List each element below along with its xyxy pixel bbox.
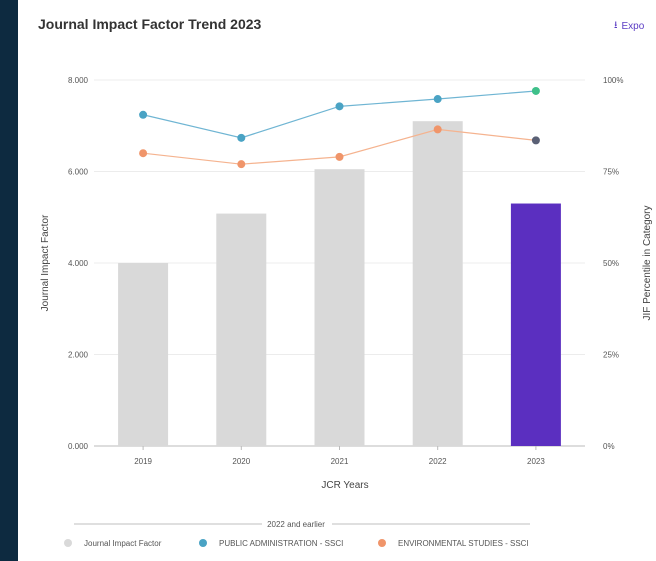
x-axis-label: JCR Years <box>321 480 368 491</box>
series-0-point-2023[interactable] <box>531 86 540 95</box>
series-line-0 <box>142 90 536 139</box>
series-1-point-2019[interactable] <box>139 149 148 158</box>
legend-swatch-environmental-studies <box>378 539 386 547</box>
y2-tick-label: 100% <box>603 76 623 85</box>
download-icon: ⭳ <box>614 20 618 31</box>
series-0-point-2022[interactable] <box>433 95 442 104</box>
y-tick-label: 6.000 <box>68 168 89 177</box>
series-0-point-2021[interactable] <box>335 102 344 111</box>
jif-bar-2021[interactable] <box>314 169 365 446</box>
series-1-point-2020[interactable] <box>237 160 246 169</box>
series-1-point-2023[interactable] <box>531 136 540 145</box>
y2-axis-label: JIF Percentile in Category <box>642 205 653 320</box>
x-tick-label: 2020 <box>232 457 250 466</box>
y-tick-label: 2.000 <box>68 351 89 360</box>
export-button[interactable]: ⭳ Expo <box>614 18 644 35</box>
y2-tick-label: 25% <box>603 351 619 360</box>
y2-tick-label: 0% <box>603 442 615 451</box>
y2-tick-label: 50% <box>603 259 619 268</box>
axis-layer: 0.000 0% 2.000 25% 4.000 50% 6.000 75% 8.000 100%… <box>68 76 624 466</box>
legend: 2022 and earlier Journal Impact Factor P… <box>64 520 530 548</box>
legend-group-label: 2022 and earlier <box>267 520 325 529</box>
series-0-point-2019[interactable] <box>139 110 148 119</box>
legend-label-environmental-studies[interactable]: ENVIRONMENTAL STUDIES - SSCI <box>398 539 529 548</box>
series-0-point-2020[interactable] <box>237 133 246 142</box>
x-tick-label: 2019 <box>134 457 152 466</box>
series-1-point-2021[interactable] <box>335 152 344 161</box>
legend-label-jif[interactable]: Journal Impact Factor <box>84 539 162 548</box>
legend-swatch-public-administration <box>199 539 207 547</box>
bar-layer <box>118 121 561 447</box>
series-1-point-2022[interactable] <box>433 125 442 134</box>
legend-swatch-jif <box>64 539 72 547</box>
export-label: Expo <box>621 21 645 32</box>
legend-label-public-administration[interactable]: PUBLIC ADMINISTRATION - SSCI <box>219 539 343 548</box>
y-tick-label: 8.000 <box>68 76 89 85</box>
chart-title: Journal Impact Factor Trend 2023 <box>38 16 262 32</box>
y-tick-label: 0.000 <box>68 442 89 451</box>
x-tick-label: 2021 <box>331 457 349 466</box>
jif-bar-2022[interactable] <box>412 121 463 447</box>
jif-bar-2023[interactable] <box>510 203 561 446</box>
chart-card: Journal Impact Factor Trend 2023 ⭳ Expo … <box>18 0 656 561</box>
x-tick-label: 2022 <box>429 457 447 466</box>
jif-trend-chart: 0.000 0% 2.000 25% 4.000 50% 6.000 75% 8.000 100%… <box>40 76 653 548</box>
line-layer <box>139 86 540 169</box>
y2-tick-label: 75% <box>603 168 619 177</box>
y-tick-label: 4.000 <box>68 259 89 268</box>
x-tick-label: 2023 <box>527 457 545 466</box>
jif-bar-2019[interactable] <box>118 263 169 446</box>
jif-bar-2020[interactable] <box>216 213 267 446</box>
y-axis-label: Journal Impact Factor <box>40 214 51 311</box>
